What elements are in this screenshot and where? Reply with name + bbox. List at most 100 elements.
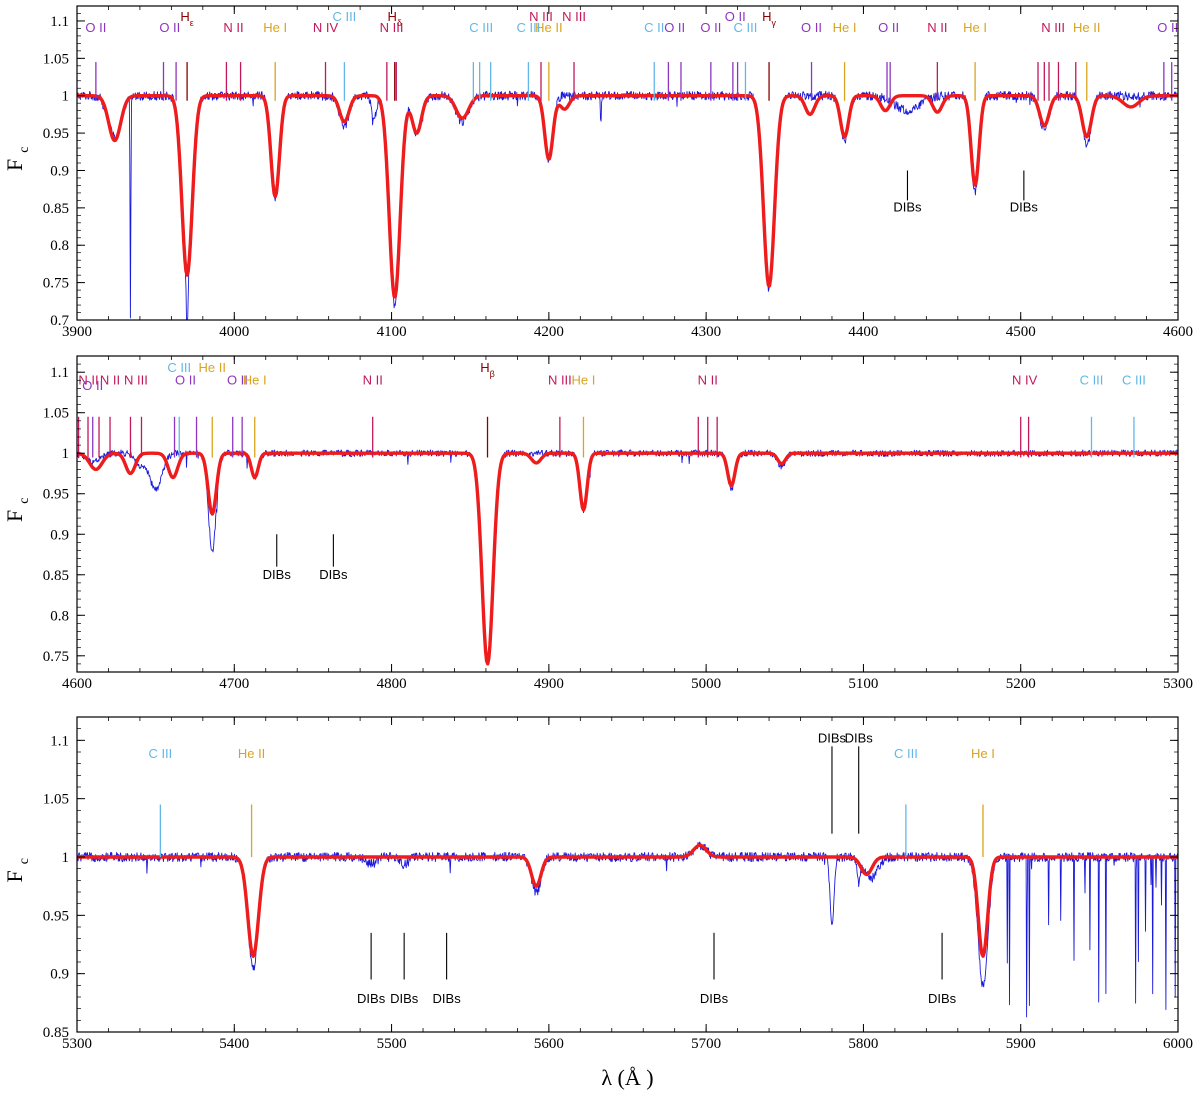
dib-marker: DIBs — [700, 932, 729, 1006]
x-tick-label: 4700 — [219, 676, 249, 692]
ion-label: C III — [148, 746, 172, 761]
ion-label: O II — [801, 20, 822, 35]
y-tick-label: 0.85 — [43, 568, 69, 584]
ion-label: He I — [833, 20, 857, 35]
ion-label: C III — [734, 20, 758, 35]
x-tick-label: 4600 — [1163, 324, 1193, 340]
dib-label: DIBs — [928, 991, 957, 1006]
dib-marker: DIBs — [928, 932, 957, 1006]
ion-marker-n-ii: N II — [927, 20, 947, 101]
x-tick-label: 4400 — [848, 324, 878, 340]
x-tick-label: 6000 — [1163, 1036, 1193, 1052]
ion-label: O II — [725, 9, 746, 24]
dib-label: DIBs — [893, 200, 922, 215]
ion-label: O II — [700, 20, 721, 35]
dib-label: DIBs — [1010, 200, 1039, 215]
ion-label: C III — [469, 20, 493, 35]
ion-marker-o-ii: O II — [82, 378, 103, 458]
ion-label: C III — [516, 20, 540, 35]
y-tick-label: 1 — [62, 446, 70, 462]
x-tick-label: 5900 — [1006, 1036, 1036, 1052]
y-tick-label: 1 — [62, 850, 70, 866]
dib-marker: DIBs — [357, 932, 386, 1006]
ion-label: N II — [698, 372, 718, 387]
dib-marker: DIBs — [319, 534, 348, 582]
plot-frame — [76, 355, 1179, 673]
x-tick-label: 5700 — [691, 1036, 721, 1052]
y-tick-label: 1.05 — [43, 406, 69, 422]
x-tick-label: 5400 — [219, 1036, 249, 1052]
y-axis-title-subscript: c — [17, 147, 32, 153]
plot-area — [77, 449, 1178, 666]
ion-marker-c-iii: C III — [1080, 372, 1103, 458]
x-tick-label: 3900 — [62, 324, 92, 340]
dib-label: DIBs — [818, 730, 847, 745]
dib-marker: DIBs — [1010, 170, 1039, 215]
model-spectrum-line — [77, 94, 1178, 299]
ion-label: C III — [167, 360, 191, 375]
dib-marker: DIBs — [845, 730, 874, 834]
ion-marker-o-ii: O II — [85, 20, 106, 101]
ion-marker-he-i: He I — [243, 372, 267, 458]
plot-frame — [76, 716, 1179, 1033]
ion-label: He II — [535, 20, 562, 35]
dib-marker: DIBs — [390, 932, 419, 1006]
ion-label: N II — [927, 20, 947, 35]
y-tick-label: 0.8 — [50, 608, 69, 624]
ion-marker-n-ii: N II — [223, 20, 244, 101]
ion-label: N II — [223, 20, 243, 35]
dib-label: DIBs — [845, 730, 874, 745]
y-tick-label: 0.75 — [43, 276, 69, 292]
ion-marker-he-i: He I — [572, 372, 595, 458]
plot-frame — [76, 5, 1179, 321]
ion-label: C II — [644, 20, 664, 35]
ion-marker-he-ii: He II — [238, 746, 265, 857]
y-tick-label: 0.95 — [43, 126, 69, 142]
x-tick-label: 5200 — [1006, 676, 1036, 692]
dib-label: DIBs — [263, 567, 292, 582]
ion-label: N III — [548, 372, 572, 387]
ion-label: O II — [85, 20, 106, 35]
ion-marker-c-iii: C III — [332, 9, 356, 101]
ion-marker-n-iii: N III — [380, 20, 404, 101]
ion-label: C III — [1122, 372, 1146, 387]
ion-label: C III — [332, 9, 356, 24]
ion-marker-he-ii: He II — [535, 20, 563, 101]
ion-label: O II — [878, 20, 899, 35]
ion-marker-o-ii: O II — [173, 372, 198, 458]
y-tick-label: 0.9 — [50, 163, 69, 179]
dib-marker: DIBs — [893, 170, 922, 215]
ion-marker-he-ii: He II — [1073, 20, 1101, 101]
dib-marker: DIBs — [818, 730, 847, 834]
ion-marker-c-iii: C III — [516, 20, 540, 101]
plot-area — [77, 841, 1178, 1018]
y-axis-title-subscript: c — [17, 498, 32, 504]
ion-marker-h: Hγ — [762, 9, 777, 101]
ion-label: He I — [971, 746, 995, 761]
ion-label: Hβ — [480, 360, 495, 379]
ion-label: O II — [664, 20, 685, 35]
dib-marker: DIBs — [433, 932, 461, 1006]
ion-marker-n-iv: N IV — [1012, 372, 1038, 458]
ion-label-subscript: ε — [190, 18, 194, 28]
ion-marker-o-ii: O II — [159, 20, 180, 101]
ion-label-subscript: β — [490, 369, 495, 379]
ion-marker-c-iii: C III — [148, 746, 172, 857]
ion-marker-he-i: He I — [971, 746, 995, 857]
dib-label: DIBs — [390, 991, 419, 1006]
x-axis-title: λ (Å ) — [601, 1065, 653, 1090]
y-tick-label: 1.05 — [43, 792, 69, 808]
x-tick-label: 5500 — [377, 1036, 407, 1052]
x-tick-label: 4100 — [377, 324, 407, 340]
x-tick-label: 4900 — [534, 676, 564, 692]
ion-marker-o-ii: O II — [664, 20, 685, 101]
ion-label: N III — [380, 20, 404, 35]
dib-label: DIBs — [319, 567, 348, 582]
ion-label: N III — [1041, 20, 1065, 35]
ion-marker-he-i: He I — [263, 20, 287, 101]
ion-label: N II — [78, 372, 98, 387]
y-tick-label: 0.95 — [43, 908, 69, 924]
